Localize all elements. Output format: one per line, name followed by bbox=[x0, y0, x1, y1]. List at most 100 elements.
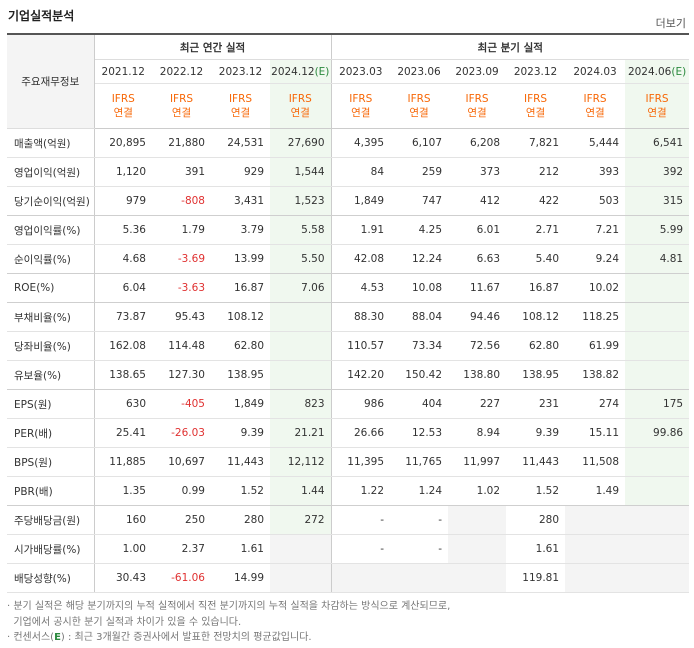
row-label: 부채비율(%) bbox=[7, 302, 95, 332]
table-cell: 10.02 bbox=[565, 273, 626, 303]
table-cell: 7,821 bbox=[506, 128, 566, 158]
footnote-3: · 컨센서스(E) : 최근 3개월간 증권사에서 발표한 전망치의 평균값입니… bbox=[7, 632, 312, 643]
table-cell: 4.53 bbox=[331, 273, 391, 303]
table-row: 매출액(억원) 20,895 21,880 24,531 27,690 4,395 6,10… bbox=[7, 128, 690, 158]
table-cell: 11,765 bbox=[390, 447, 449, 477]
more-label[interactable]: 더보기 bbox=[655, 17, 686, 30]
table-cell bbox=[270, 563, 332, 593]
table-cell: 42.08 bbox=[331, 244, 391, 274]
ifrs-header: IFRS 연결 bbox=[331, 83, 391, 129]
table-cell: 747 bbox=[390, 186, 449, 216]
table-cell: 3,431 bbox=[211, 186, 270, 216]
period-header: 2023.12 bbox=[211, 59, 270, 84]
table-cell bbox=[448, 563, 507, 593]
table-cell: 272 bbox=[270, 505, 332, 535]
table-cell bbox=[390, 563, 449, 593]
row-label: 주당배당금(원) bbox=[7, 505, 95, 535]
more-link[interactable]: 더보기 bbox=[656, 15, 686, 31]
table-row: 배당성향(%) 30.43 -61.06 14.99 119.81 bbox=[7, 563, 690, 593]
quarter-group-header: 최근 분기 실적 bbox=[331, 35, 690, 60]
table-cell: 3.79 bbox=[211, 215, 270, 245]
table-cell: 1.52 bbox=[211, 476, 270, 506]
table-row: PBR(배) 1.35 0.99 1.52 1.44 1.22 1.24 1.02 1.52 1.… bbox=[7, 476, 690, 506]
table-cell: 142.20 bbox=[331, 360, 391, 390]
table-cell: 24,531 bbox=[211, 128, 270, 158]
table-cell: 21,880 bbox=[152, 128, 211, 158]
table-cell: 391 bbox=[152, 157, 211, 187]
estimate-marker: (E) bbox=[671, 65, 687, 78]
table-cell: 61.99 bbox=[565, 331, 626, 361]
period-header: 2023.06 bbox=[390, 59, 449, 84]
table-cell: 1,849 bbox=[331, 186, 391, 216]
table-cell: 138.82 bbox=[565, 360, 626, 390]
table-row: 영업이익률(%) 5.36 1.79 3.79 5.58 1.91 4.25 6.01 2.71… bbox=[7, 215, 690, 245]
row-label: 당기순이익(억원) bbox=[7, 186, 95, 216]
table-cell: 88.04 bbox=[390, 302, 449, 332]
table-cell: 138.65 bbox=[94, 360, 152, 390]
table-cell: 11,508 bbox=[565, 447, 626, 477]
table-cell bbox=[625, 360, 690, 390]
table-cell: 99.86 bbox=[625, 418, 690, 448]
table-row: BPS(원) 11,885 10,697 11,443 12,112 11,395 11,7… bbox=[7, 447, 690, 477]
table-cell: 11,395 bbox=[331, 447, 391, 477]
table-cell: 27,690 bbox=[270, 128, 332, 158]
table-cell: 5.99 bbox=[625, 215, 690, 245]
table-cell: 227 bbox=[448, 389, 507, 419]
table-cell: 1.61 bbox=[211, 534, 270, 564]
table-cell: 14.99 bbox=[211, 563, 270, 593]
table-cell: 12.53 bbox=[390, 418, 449, 448]
table-cell: 1.00 bbox=[94, 534, 152, 564]
table-cell: 0.99 bbox=[152, 476, 211, 506]
table-cell: 108.12 bbox=[211, 302, 270, 332]
table-row: 시가배당률(%) 1.00 2.37 1.61- -1.61 bbox=[7, 534, 690, 564]
table-cell bbox=[625, 331, 690, 361]
table-cell bbox=[625, 505, 690, 535]
table-cell: 1.35 bbox=[94, 476, 152, 506]
table-cell: 73.34 bbox=[390, 331, 449, 361]
table-row: 순이익률(%) 4.68 -3.69 13.99 5.50 42.08 12.24 6.63 5… bbox=[7, 244, 690, 274]
table-row: 유보율(%) 138.65 127.30 138.95 142.20 150.42 138.… bbox=[7, 360, 690, 390]
table-cell bbox=[625, 534, 690, 564]
row-label: BPS(원) bbox=[7, 447, 95, 477]
table-cell bbox=[625, 302, 690, 332]
table-cell bbox=[565, 563, 626, 593]
table-cell: 108.12 bbox=[506, 302, 566, 332]
table-cell bbox=[625, 563, 690, 593]
table-cell: 393 bbox=[565, 157, 626, 187]
table-cell: 1.02 bbox=[448, 476, 507, 506]
table-row: 영업이익(억원) 1,120 391 929 1,544 84 259 373 212 393 39… bbox=[7, 157, 690, 187]
table-row: 당좌비율(%) 162.08 114.48 62.80 110.57 73.34 72.56… bbox=[7, 331, 690, 361]
table-row: 부채비율(%) 73.87 95.43 108.12 88.30 88.04 94.46 10… bbox=[7, 302, 690, 332]
table-cell: 13.99 bbox=[211, 244, 270, 274]
table-cell: 114.48 bbox=[152, 331, 211, 361]
table-cell: 6.63 bbox=[448, 244, 507, 274]
table-cell: -26.03 bbox=[152, 418, 211, 448]
ifrs-header: IFRS 연결 bbox=[152, 83, 211, 129]
table-cell: 1,849 bbox=[211, 389, 270, 419]
table-cell: 118.25 bbox=[565, 302, 626, 332]
table-cell: 986 bbox=[331, 389, 391, 419]
table-cell: 30.43 bbox=[94, 563, 152, 593]
period-header: 2021.12 bbox=[94, 59, 152, 84]
table-cell: 11,443 bbox=[506, 447, 566, 477]
ifrs-header: IFRS 연결 bbox=[270, 83, 332, 129]
table-cell: 1.52 bbox=[506, 476, 566, 506]
table-cell: 10.08 bbox=[390, 273, 449, 303]
ifrs-header: IFRS 연결 bbox=[625, 83, 690, 129]
table-cell: 110.57 bbox=[331, 331, 391, 361]
table-cell: 9.39 bbox=[506, 418, 566, 448]
table-cell: 4.25 bbox=[390, 215, 449, 245]
table-cell: 9.24 bbox=[565, 244, 626, 274]
table-cell: 5.36 bbox=[94, 215, 152, 245]
table-cell: 1,544 bbox=[270, 157, 332, 187]
table-cell: 15.11 bbox=[565, 418, 626, 448]
table-cell: 1.79 bbox=[152, 215, 211, 245]
table-cell: 1,120 bbox=[94, 157, 152, 187]
row-label: 매출액(억원) bbox=[7, 128, 95, 158]
table-cell: 250 bbox=[152, 505, 211, 535]
row-label: 영업이익률(%) bbox=[7, 215, 95, 245]
table-cell: 212 bbox=[506, 157, 566, 187]
table-cell: 9.39 bbox=[211, 418, 270, 448]
table-cell: 4,395 bbox=[331, 128, 391, 158]
